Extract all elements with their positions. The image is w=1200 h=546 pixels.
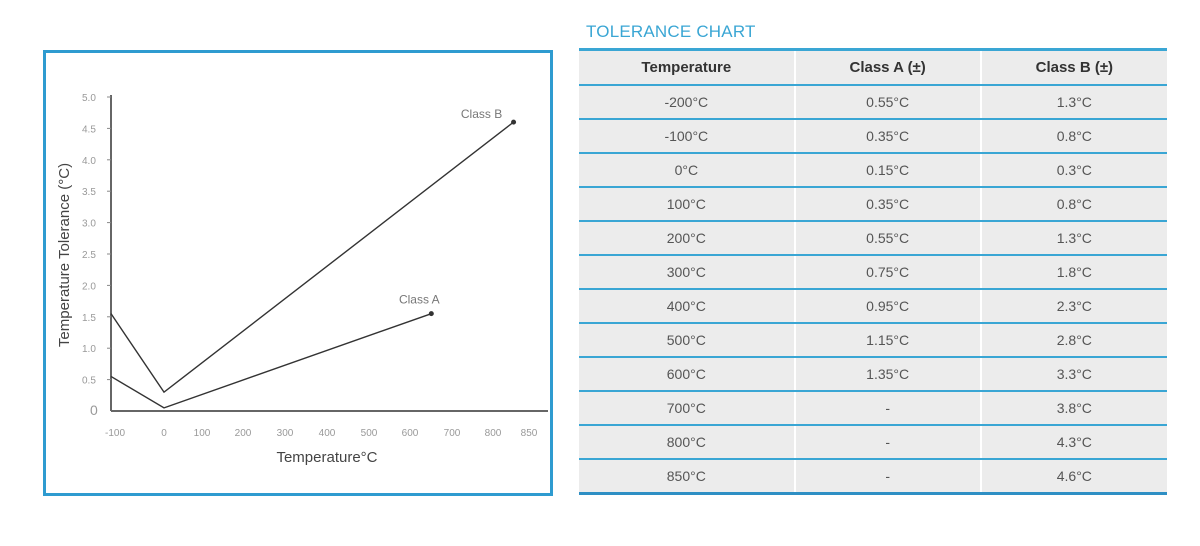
table-cell: 200°C	[579, 221, 795, 256]
table-cell: 100°C	[579, 187, 795, 222]
table-cell: 400°C	[579, 289, 795, 324]
x-tick-label: 850	[521, 428, 538, 439]
table-title: TOLERANCE CHART	[586, 22, 756, 41]
table-cell: 0.55°C	[793, 221, 981, 256]
table-row: 800°C -4.3°C	[579, 425, 1167, 460]
table-cell: 4.6°C	[979, 459, 1167, 494]
table-cell: 0°C	[579, 153, 795, 188]
series-line-class-a	[110, 312, 432, 409]
table-cell: 600°C	[579, 357, 795, 392]
table-cell: 2.8°C	[979, 323, 1167, 358]
table-cell: 1.3°C	[979, 85, 1167, 120]
column-header: Class B (±)	[979, 49, 1167, 86]
table-cell: 0.75°C	[793, 255, 981, 290]
column-header: Class A (±)	[793, 49, 981, 86]
table-cell: 0.8°C	[979, 119, 1167, 154]
table-cell: 500°C	[579, 323, 795, 358]
table-cell: 3.8°C	[979, 391, 1167, 426]
chart-canvas: 0 0.5 1.0 1.5 2.0 2.5 3.0 3.5 4.0 4.5 5.0 -100 0 100 2…	[56, 93, 548, 466]
y-tick-label: 0.5	[82, 376, 96, 387]
table-row: -100°C 0.35°C 0.8°C	[579, 119, 1167, 154]
table-cell: 0.15°C	[793, 153, 981, 188]
series-label: Class B	[461, 107, 502, 121]
table-cell: 3.3°C	[979, 357, 1167, 392]
table-cell: 1.35°C	[793, 357, 981, 392]
table-cell: 0.55°C	[793, 85, 981, 120]
y-tick-label: 1.5	[82, 313, 96, 324]
y-tick-label: 2.5	[82, 250, 96, 261]
table-row: 0°C 0.15°C 0.3°C	[579, 153, 1167, 188]
y-tick-label: 0	[90, 402, 98, 418]
table-cell: -200°C	[579, 85, 795, 120]
y-tick-label: 4.0	[82, 156, 96, 167]
table-cell: 0.8°C	[979, 187, 1167, 222]
column-header: Temperature	[579, 49, 795, 86]
x-tick-label: 0	[161, 428, 167, 439]
table-row: 500°C 1.15°C 2.8°C	[579, 323, 1167, 358]
table-cell: 800°C	[579, 425, 795, 460]
x-tick-label: 500	[361, 428, 378, 439]
table-row: 850°C -4.6°C	[579, 459, 1167, 494]
table-body: -200°C 0.55°C 1.3°C -100°C 0.35°C 0.8°C 0°C 0.1…	[579, 85, 1167, 494]
table-cell: 1.8°C	[979, 255, 1167, 290]
y-tick-label: 3.0	[82, 219, 96, 230]
table-row: 200°C 0.55°C 1.3°C	[579, 221, 1167, 256]
series-label: Class A	[399, 293, 440, 307]
y-tick-label: 5.0	[82, 93, 96, 104]
table-cell: -	[793, 425, 981, 460]
table-cell: 850°C	[579, 459, 795, 494]
x-tick-label: 400	[319, 428, 336, 439]
x-tick-label: -100	[105, 428, 125, 439]
x-tick-label: 100	[194, 428, 211, 439]
tolerance-table: Temperature Class A (±) Class B (±) -200°C…	[579, 48, 1167, 495]
y-tick-label: 3.5	[82, 187, 96, 198]
x-tick-label: 600	[402, 428, 419, 439]
x-axis-title: Temperature°C	[276, 449, 377, 466]
table-cell: 0.95°C	[793, 289, 981, 324]
table-cell: 1.15°C	[793, 323, 981, 358]
table-row: 300°C 0.75°C 1.8°C	[579, 255, 1167, 290]
table-cell: 1.3°C	[979, 221, 1167, 256]
x-tick-label: 200	[235, 428, 252, 439]
y-tick-label: 2.0	[82, 281, 96, 292]
table-row: 100°C 0.35°C 0.8°C	[579, 187, 1167, 222]
series-line-class-b	[110, 121, 514, 394]
table-cell: 2.3°C	[979, 289, 1167, 324]
table-cell: 0.35°C	[793, 187, 981, 222]
table-row: -200°C 0.55°C 1.3°C	[579, 85, 1167, 120]
table-header-row: Temperature Class A (±) Class B (±)	[579, 49, 1167, 86]
table-row: 600°C 1.35°C 3.3°C	[579, 357, 1167, 392]
table-cell: 700°C	[579, 391, 795, 426]
table-row: 400°C 0.95°C 2.3°C	[579, 289, 1167, 324]
y-tick-label: 1.0	[82, 344, 96, 355]
x-tick-label: 800	[485, 428, 502, 439]
y-tick-label: 4.5	[82, 124, 96, 135]
series-endpoint-marker	[511, 119, 517, 125]
x-tick-label: 700	[444, 428, 461, 439]
table-cell: 300°C	[579, 255, 795, 290]
table-cell: 4.3°C	[979, 425, 1167, 460]
x-tick-label: 300	[277, 428, 294, 439]
table-cell: 0.3°C	[979, 153, 1167, 188]
y-axis-title: Temperature Tolerance (°C)	[56, 163, 73, 347]
tolerance-line-chart: 0 0.5 1.0 1.5 2.0 2.5 3.0 3.5 4.0 4.5 5.0 -100 0 100 2…	[43, 50, 553, 496]
table-cell: -100°C	[579, 119, 795, 154]
table-cell: -	[793, 459, 981, 494]
series-endpoint-marker	[428, 311, 434, 317]
table-row: 700°C -3.8°C	[579, 391, 1167, 426]
table-cell: -	[793, 391, 981, 426]
table-cell: 0.35°C	[793, 119, 981, 154]
